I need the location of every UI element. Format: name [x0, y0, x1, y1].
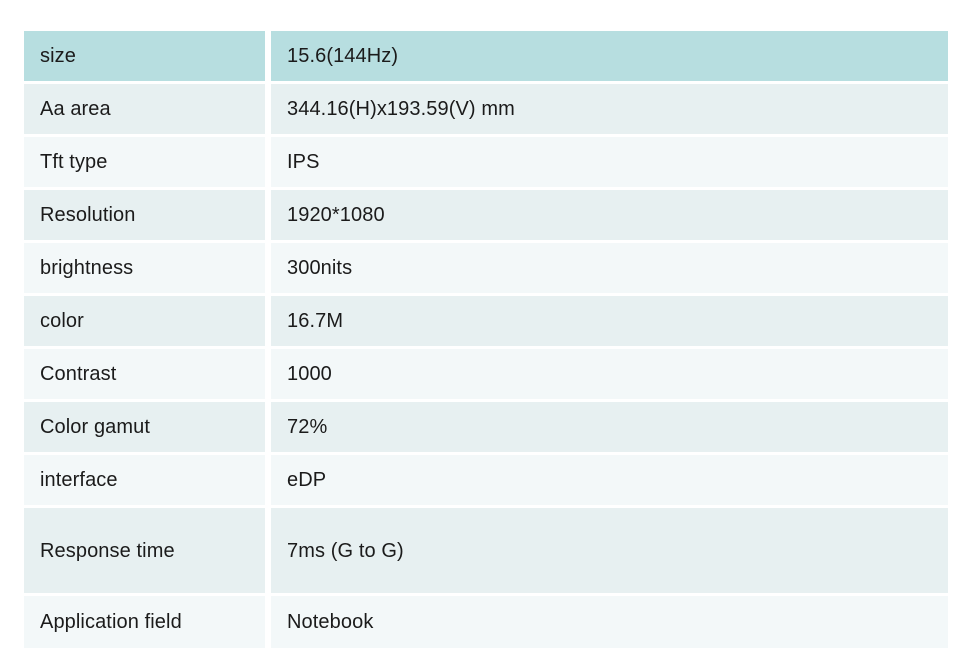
spec-label-interface: interface: [24, 455, 271, 508]
table-row: size 15.6(144Hz): [24, 31, 948, 84]
spec-value-size: 15.6(144Hz): [271, 31, 948, 84]
table-row: Contrast 1000: [24, 349, 948, 402]
spec-table-body: size 15.6(144Hz) Aa area 344.16(H)x193.5…: [24, 31, 948, 651]
spec-table-container: size 15.6(144Hz) Aa area 344.16(H)x193.5…: [24, 31, 948, 651]
table-row: Resolution 1920*1080: [24, 190, 948, 243]
spec-label-response-time: Response time: [24, 508, 271, 596]
spec-label-size: size: [24, 31, 271, 84]
table-row: interface eDP: [24, 455, 948, 508]
spec-label-tft-type: Tft type: [24, 137, 271, 190]
table-row: color 16.7M: [24, 296, 948, 349]
table-row: Tft type IPS: [24, 137, 948, 190]
spec-value-contrast: 1000: [271, 349, 948, 402]
spec-value-color-gamut: 72%: [271, 402, 948, 455]
spec-value-application-field: Notebook: [271, 596, 948, 651]
spec-value-aa-area: 344.16(H)x193.59(V) mm: [271, 84, 948, 137]
spec-value-brightness: 300nits: [271, 243, 948, 296]
table-row: Response time 7ms (G to G): [24, 508, 948, 596]
spec-value-color: 16.7M: [271, 296, 948, 349]
spec-value-tft-type: IPS: [271, 137, 948, 190]
spec-label-contrast: Contrast: [24, 349, 271, 402]
spec-value-interface: eDP: [271, 455, 948, 508]
specification-table: size 15.6(144Hz) Aa area 344.16(H)x193.5…: [24, 31, 948, 651]
spec-value-response-time: 7ms (G to G): [271, 508, 948, 596]
table-row: Application field Notebook: [24, 596, 948, 651]
spec-label-application-field: Application field: [24, 596, 271, 651]
table-row: Aa area 344.16(H)x193.59(V) mm: [24, 84, 948, 137]
spec-label-color: color: [24, 296, 271, 349]
spec-label-resolution: Resolution: [24, 190, 271, 243]
spec-label-brightness: brightness: [24, 243, 271, 296]
table-row: Color gamut 72%: [24, 402, 948, 455]
spec-label-color-gamut: Color gamut: [24, 402, 271, 455]
spec-value-resolution: 1920*1080: [271, 190, 948, 243]
table-row: brightness 300nits: [24, 243, 948, 296]
spec-label-aa-area: Aa area: [24, 84, 271, 137]
